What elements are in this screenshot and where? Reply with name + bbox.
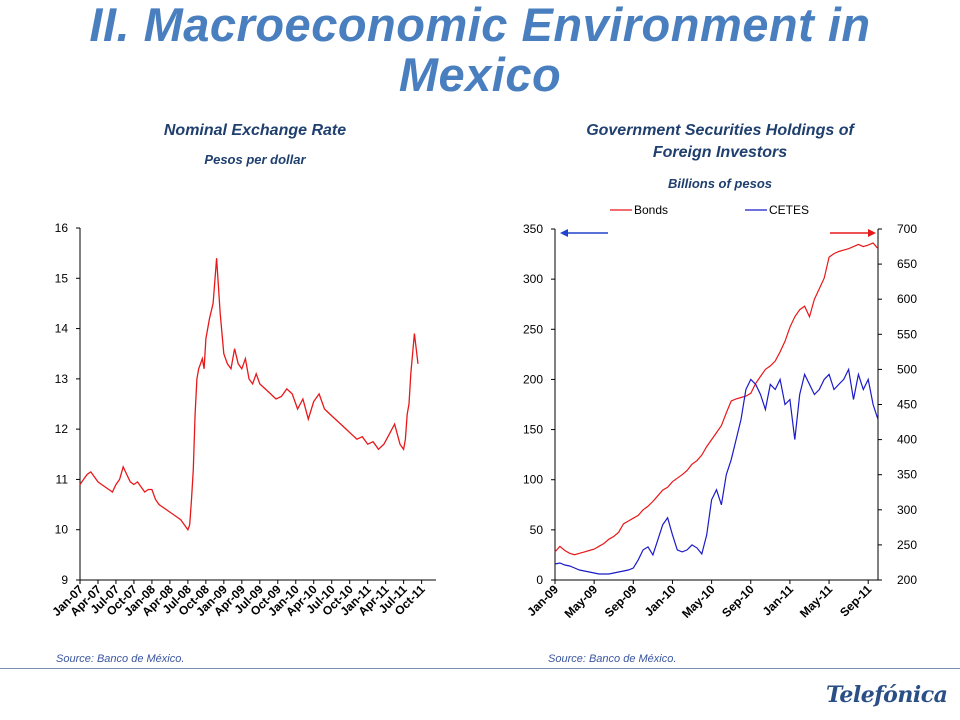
fx-y-tick-label: 10 <box>55 523 69 537</box>
sec-right-tick-label: 200 <box>897 573 917 587</box>
slide-title-line1: II. Macroeconomic Environment in <box>89 0 871 51</box>
sec-x-tick-label: Sep-10 <box>719 582 757 620</box>
securities-chart: 0 50 100 150 200 250 300 350 200 250 300 350 400 450 5… <box>523 203 917 621</box>
left-axis-arrow-head <box>560 229 568 237</box>
sec-left-tick-label: 300 <box>523 272 543 286</box>
securities-source-note: Source: Banco de México. <box>548 653 677 665</box>
sec-right-tick-label: 600 <box>897 292 917 306</box>
slide-title-line2: Mexico <box>398 48 562 101</box>
sec-x-tick-label: May-10 <box>679 582 718 621</box>
series-line-cetes <box>554 367 879 575</box>
fx-y-tick-label: 15 <box>55 271 69 285</box>
sec-right-tick-label: 500 <box>897 362 917 376</box>
sec-left-tick-label: 350 <box>523 222 543 236</box>
fx-chart-subtitle: Pesos per dollar <box>204 152 306 167</box>
sec-x-tick-label: May-09 <box>562 582 601 621</box>
sec-x-tick-label: May-11 <box>797 582 835 620</box>
securities-chart-title-line1: Government Securities Holdings of <box>586 122 854 139</box>
sec-left-tick-label: 50 <box>530 523 544 537</box>
series-line-bonds <box>554 242 879 556</box>
sec-right-tick-label: 700 <box>897 222 917 236</box>
slide-title: II. Macroeconomic Environment in Mexico <box>0 0 960 100</box>
fx-y-tick-label: 11 <box>56 472 69 486</box>
sec-left-tick-label: 0 <box>536 573 543 587</box>
sec-left-tick-label: 250 <box>523 322 543 336</box>
sec-x-tick-label: Jan-10 <box>642 582 679 619</box>
sec-x-tick-label: Jan-09 <box>524 582 561 619</box>
securities-chart-subtitle: Billions of pesos <box>667 176 772 191</box>
fx-chart-title: Nominal Exchange Rate <box>163 122 347 139</box>
footer-divider <box>0 668 960 669</box>
sec-right-tick-label: 550 <box>897 327 917 341</box>
legend-label-bonds: Bonds <box>634 203 668 217</box>
sec-right-tick-label: 250 <box>897 538 917 552</box>
sec-right-tick-label: 650 <box>897 257 917 271</box>
fx-source-note: Source: Banco de México. <box>56 653 185 665</box>
sec-x-tick-label: Jan-11 <box>760 582 797 619</box>
fx-y-tick-label: 16 <box>55 221 69 235</box>
legend-label-cetes: CETES <box>769 203 809 217</box>
right-axis-arrow-head <box>868 229 876 237</box>
fx-chart: 910111213141516Jan-07Apr-07Jul-07Oct-07J… <box>49 221 436 619</box>
securities-chart-title-line2: Foreign Investors <box>652 144 788 161</box>
sec-right-tick-label: 400 <box>897 433 917 447</box>
sec-left-tick-label: 100 <box>523 473 543 487</box>
sec-right-tick-label: 350 <box>897 468 917 482</box>
sec-left-tick-label: 150 <box>523 423 543 437</box>
sec-x-tick-label: Sep-09 <box>602 582 640 620</box>
securities-chart-title: Government Securities Holdings of Foreig… <box>520 120 920 164</box>
sec-right-tick-label: 300 <box>897 503 917 517</box>
fx-y-tick-label: 13 <box>55 372 69 386</box>
telefonica-logo: Telefónica <box>826 682 948 708</box>
sec-left-tick-label: 200 <box>523 372 543 386</box>
fx-series-line <box>79 258 419 532</box>
fx-y-tick-label: 14 <box>55 322 69 336</box>
fx-y-tick-label: 12 <box>55 422 69 436</box>
sec-right-tick-label: 450 <box>897 398 917 412</box>
sec-x-tick-label: Sep-11 <box>837 582 874 619</box>
fx-y-tick-label: 9 <box>61 573 68 587</box>
